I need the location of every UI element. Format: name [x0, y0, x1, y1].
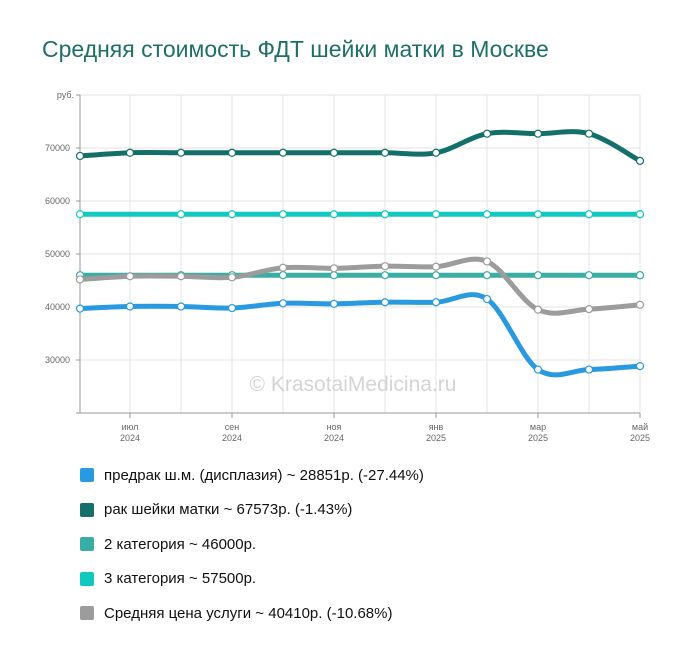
series-point-3 [329, 299, 339, 308]
series-point-3 [380, 298, 390, 307]
legend-swatch [80, 571, 94, 586]
legend-label: рак шейки матки ~ 67573р. (-1.43%) [104, 501, 353, 519]
series-point-0 [482, 210, 492, 219]
legend-item[interactable]: предрак ш.м. (дисплазия) ~ 28851р. (-27.… [80, 458, 424, 493]
series-point-1 [431, 271, 441, 280]
legend-swatch [80, 468, 94, 483]
series-point-4 [482, 129, 492, 138]
series-point-4 [176, 148, 186, 157]
legend-label: Средняя цена услуги ~ 40410р. (-10.68%) [104, 604, 393, 622]
series-point-0 [75, 210, 85, 219]
legend-label: 3 категория ~ 57500р. [104, 570, 257, 588]
series-point-2 [278, 263, 288, 272]
x-tick-label-year: 2025 [426, 433, 446, 443]
series-point-3 [227, 303, 237, 313]
series-point-0 [278, 210, 288, 219]
series-point-4 [125, 148, 135, 157]
y-axis-label: руб. [57, 90, 74, 100]
legend-swatch [80, 502, 94, 517]
series-point-3 [278, 299, 288, 308]
series-point-0 [584, 210, 594, 219]
x-tick-label-month: июл [122, 422, 139, 432]
series-point-3 [584, 365, 594, 374]
series-point-0 [533, 210, 543, 219]
legend-item[interactable]: Средняя цена услуги ~ 40410р. (-10.68%) [80, 596, 424, 631]
x-tick-label-month: сен [225, 422, 240, 432]
legend-swatch [80, 606, 94, 621]
legend-label: 2 категория ~ 46000р. [104, 535, 257, 553]
series-layer [77, 129, 643, 378]
series-point-2 [380, 262, 390, 271]
y-tick-label: 40000 [45, 302, 70, 312]
series-point-2 [482, 257, 492, 266]
y-tick-label: 60000 [45, 196, 70, 206]
y-tick-label: 30000 [45, 355, 70, 365]
x-tick-label-year: 2024 [324, 433, 344, 443]
series-point-4 [75, 151, 85, 161]
series-point-4 [227, 148, 237, 157]
legend: предрак ш.м. (дисплазия) ~ 28851р. (-27.… [80, 458, 424, 631]
legend-swatch [80, 537, 94, 552]
y-tick-label: 50000 [45, 249, 70, 259]
x-tick-label-year: 2025 [528, 433, 548, 443]
x-tick-label-year: 2024 [120, 433, 140, 443]
series-point-1 [635, 271, 645, 280]
series-point-2 [584, 305, 594, 314]
series-point-0 [380, 210, 390, 219]
watermark: © KrasotaiMedicina.ru [250, 373, 457, 396]
series-point-3 [125, 302, 135, 311]
x-tick-label-month: май [632, 422, 648, 432]
markers-layer [75, 129, 645, 374]
series-point-1 [584, 271, 594, 280]
axes: 3000040000500006000070000руб.июл2024сен2… [45, 90, 650, 443]
series-point-0 [635, 210, 645, 219]
series-point-4 [533, 129, 543, 138]
series-point-4 [278, 148, 288, 157]
series-point-3 [482, 294, 492, 304]
series-line-4 [77, 129, 643, 164]
chart-title: Средняя стоимость ФДТ шейки матки в Моск… [42, 36, 549, 62]
series-point-1 [380, 271, 390, 280]
series-point-3 [635, 361, 645, 371]
series-point-4 [584, 129, 594, 138]
x-tick-label-month: ноя [327, 422, 342, 432]
x-tick-label-year: 2024 [222, 433, 242, 443]
series-point-2 [329, 264, 339, 273]
series-point-2 [176, 272, 186, 281]
series-point-0 [431, 210, 441, 219]
series-point-4 [635, 156, 645, 165]
legend-item[interactable]: 3 категория ~ 57500р. [80, 562, 424, 597]
series-point-0 [227, 210, 237, 219]
series-point-1 [533, 271, 543, 280]
series-point-1 [482, 271, 492, 280]
y-tick-label: 70000 [45, 143, 70, 153]
grid [80, 94, 641, 413]
legend-label: предрак ш.м. (дисплазия) ~ 28851р. (-27.… [104, 466, 424, 484]
series-point-1 [278, 271, 288, 280]
legend-item[interactable]: 2 категория ~ 46000р. [80, 527, 424, 562]
series-point-2 [431, 262, 441, 271]
series-point-4 [380, 148, 390, 157]
series-point-0 [176, 210, 186, 219]
x-tick-label-year: 2025 [630, 433, 650, 443]
series-point-3 [431, 298, 441, 307]
series-point-2 [125, 272, 135, 281]
series-point-2 [635, 300, 645, 309]
series-point-3 [533, 365, 543, 374]
series-point-4 [329, 148, 339, 157]
legend-item[interactable]: рак шейки матки ~ 67573р. (-1.43%) [80, 493, 424, 528]
series-point-1 [329, 271, 339, 280]
series-point-3 [176, 302, 186, 311]
series-point-2 [75, 275, 85, 284]
series-point-4 [431, 148, 441, 157]
x-tick-label-month: мар [530, 422, 546, 432]
x-tick-label-month: янв [429, 422, 444, 432]
series-point-2 [227, 273, 237, 282]
series-point-2 [533, 305, 543, 314]
series-point-3 [75, 304, 85, 313]
series-point-0 [329, 210, 339, 219]
